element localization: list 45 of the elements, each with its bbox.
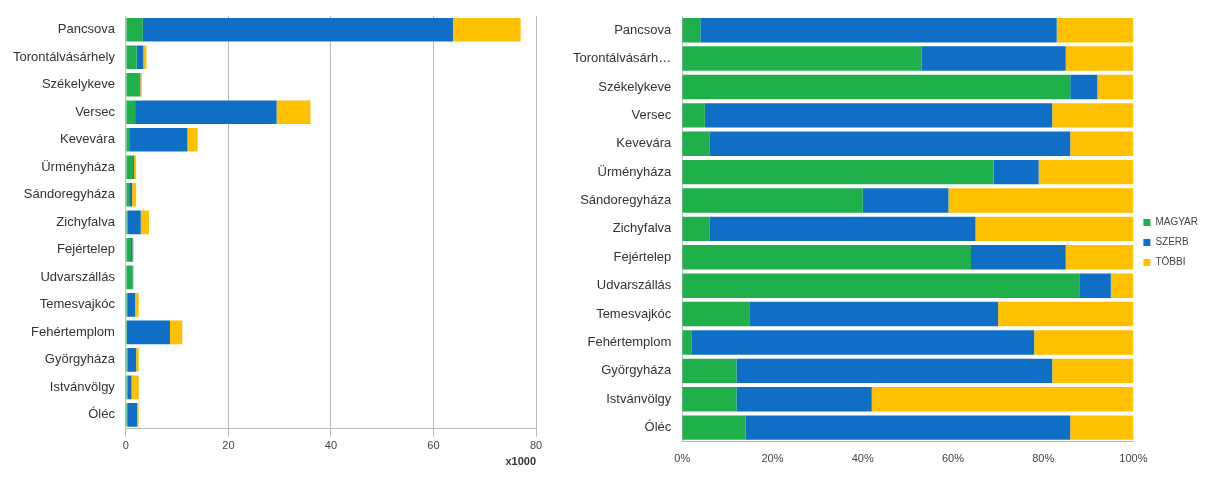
y-tick-label: Fejértelep <box>57 241 115 257</box>
y-tick-label: Torontálvásárh… <box>572 50 672 66</box>
y-tick-label: Györgyháza <box>601 362 673 378</box>
y-tick-label: Kevevára <box>616 135 673 151</box>
x-tick-label: 0 <box>122 439 129 452</box>
y-tick-label: Óléc <box>644 419 672 435</box>
y-tick-label: Torontálvásárhely <box>13 48 116 64</box>
x-tick-label: 80% <box>1032 452 1055 465</box>
y-tick-label: Udvarszállás <box>40 268 116 284</box>
y-tick-label: Ürményháza <box>41 158 116 174</box>
x-tick-label: 20% <box>761 452 784 465</box>
legend-label: TÖBBI <box>1155 256 1186 268</box>
x-tick-label: 40 <box>324 439 338 452</box>
y-tick-label: Pancsova <box>57 21 116 37</box>
x-tick-label: 40% <box>851 452 874 465</box>
y-tick-label: Udvarszállás <box>596 277 672 293</box>
y-tick-label: Sándoregyháza <box>23 186 116 202</box>
y-tick-label: Zichyfalva <box>56 213 116 229</box>
y-tick-label: Versec <box>75 103 116 119</box>
x-axis-title: x1000 <box>505 455 536 468</box>
y-tick-label: Temesvajkóc <box>596 305 672 321</box>
x-tick-label: 0% <box>674 452 691 465</box>
y-tick-label: Fehértemplom <box>31 323 115 339</box>
x-tick-label: 60 <box>427 439 440 452</box>
x-tick-label: 100% <box>1119 452 1148 465</box>
x-tick-label: 20 <box>222 439 235 452</box>
y-tick-label: Temesvajkóc <box>39 296 116 312</box>
y-tick-label: Zichyfalva <box>612 220 673 236</box>
y-tick-label: Versec <box>631 106 672 122</box>
y-tick-label: Györgyháza <box>44 351 116 367</box>
y-tick-label: Fehértemplom <box>587 334 672 350</box>
y-tick-label: Székelykeve <box>41 76 115 92</box>
y-tick-label: Ürményháza <box>597 163 673 179</box>
x-tick-label: 80 <box>529 439 543 452</box>
y-tick-label: Kevevára <box>59 131 116 147</box>
y-tick-label: Székelykeve <box>598 78 672 94</box>
y-tick-label: Sándoregyháza <box>580 192 673 208</box>
legend-label: SZERB <box>1155 236 1190 248</box>
legend-label: MAGYAR <box>1155 216 1199 228</box>
y-tick-label: Fejértelep <box>613 248 672 264</box>
y-tick-label: Pancsova <box>614 21 673 37</box>
y-tick-label: Istvánvölgy <box>606 390 672 406</box>
x-tick-label: 60% <box>941 452 965 465</box>
y-tick-label: Óléc <box>88 406 116 422</box>
y-tick-label: Istvánvölgy <box>49 378 116 394</box>
